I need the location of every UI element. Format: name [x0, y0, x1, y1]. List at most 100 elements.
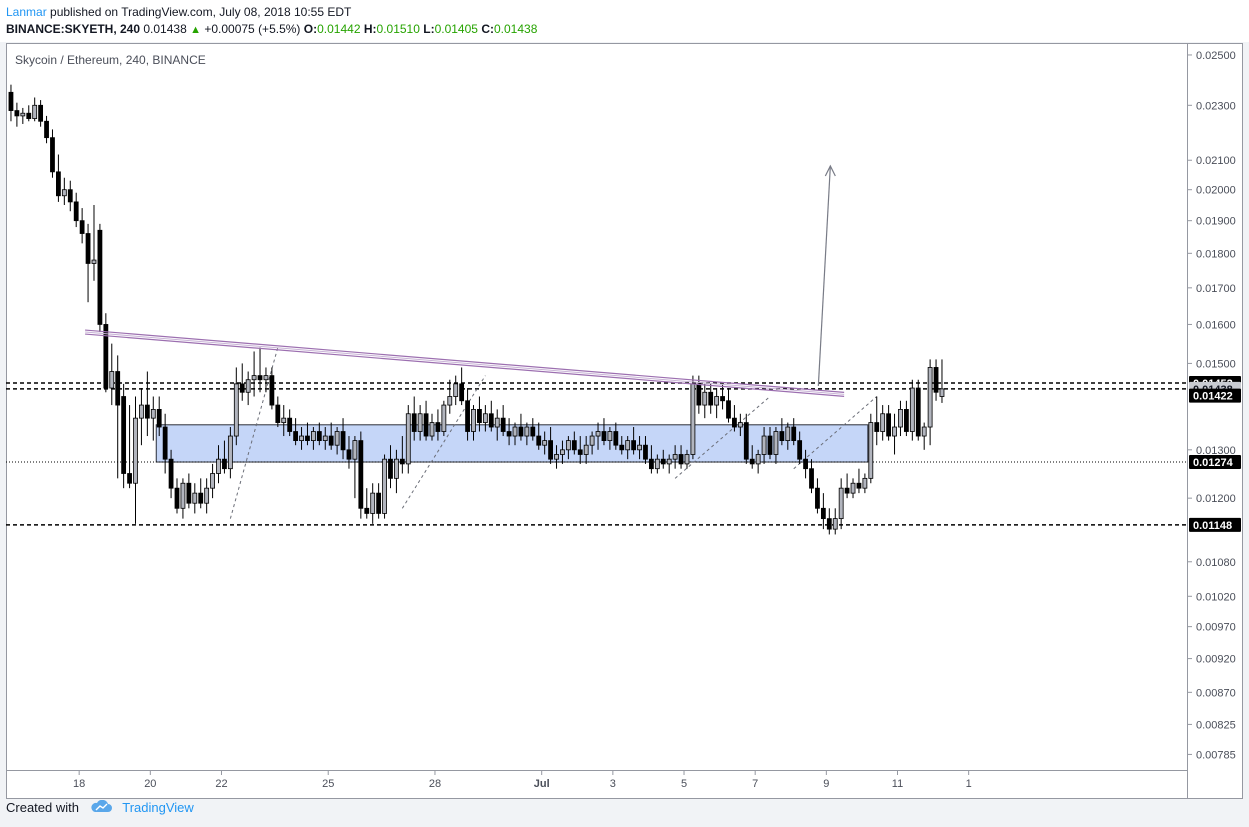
candle-body [405, 413, 411, 465]
candle [411, 396, 417, 441]
candle-body [293, 431, 299, 442]
candle-body [708, 391, 714, 406]
candle [886, 405, 892, 441]
x-tick-label: 1 [966, 778, 972, 790]
candle [577, 436, 583, 464]
candle-body [785, 426, 791, 442]
candle [619, 436, 625, 455]
candle [915, 379, 921, 441]
price-chart[interactable]: Skycoin / Ethereum, 240, BINANCE 0.02500 0… [6, 43, 1243, 799]
candle-body [684, 454, 690, 465]
candle-body [222, 458, 227, 470]
candle-body [399, 458, 405, 465]
candle-body [417, 413, 423, 432]
candle-body [583, 444, 589, 455]
candle-body [506, 431, 512, 437]
candle [299, 427, 304, 450]
price-tag-label: 0.01422 [1193, 391, 1233, 403]
tradingview-link[interactable]: TradingView [122, 800, 194, 815]
candle [133, 396, 138, 524]
candle-body [97, 229, 103, 325]
candle [560, 440, 565, 464]
candle-body [672, 454, 678, 460]
candle-body [548, 440, 553, 460]
candle [50, 129, 55, 178]
candle [820, 493, 826, 530]
chart-panel[interactable]: Skycoin / Ethereum, 240, BINANCE 0.02500 0… [6, 43, 1243, 799]
candle [168, 449, 174, 499]
x-tick-label: 18 [73, 778, 85, 790]
candle-body [310, 431, 316, 442]
candle-body [898, 409, 903, 428]
candle [500, 405, 506, 437]
candle [162, 413, 168, 474]
x-tick-label: Jul [534, 778, 550, 790]
candle-body [103, 324, 109, 389]
candle [233, 367, 239, 446]
candle-body [761, 435, 767, 455]
candle [773, 427, 779, 464]
author-link[interactable]: Lanmar [6, 5, 47, 19]
candle-body [109, 371, 115, 389]
candle [91, 204, 97, 281]
candle [506, 418, 512, 446]
y-tick-label: 0.02100 [1196, 155, 1236, 167]
candle [352, 436, 358, 499]
candle-body [542, 440, 548, 446]
candle [26, 105, 32, 122]
candle-body [257, 375, 263, 381]
candle [583, 436, 589, 464]
target-arrow-shaft [817, 165, 831, 387]
candle [660, 449, 666, 469]
candle-body [524, 426, 530, 437]
x-tick-label: 9 [823, 778, 829, 790]
x-tick-label: 5 [681, 778, 687, 790]
candle [749, 445, 755, 469]
candle [305, 422, 310, 446]
candle-body [779, 431, 785, 442]
candle [459, 367, 465, 406]
y-tick-label: 0.00920 [1196, 654, 1236, 666]
candle [67, 180, 73, 212]
candle [530, 418, 536, 441]
candle [322, 427, 328, 450]
candle [79, 208, 85, 244]
candle [204, 478, 210, 514]
candle [637, 436, 642, 460]
candle-body [690, 383, 696, 455]
last-price: 0.01438 [143, 22, 187, 36]
candle-body [494, 417, 500, 428]
candle [607, 427, 613, 450]
candle-body [423, 413, 429, 437]
candle-body [20, 112, 26, 117]
candle [465, 388, 470, 441]
candle-body [696, 383, 702, 406]
candle-body [477, 409, 482, 423]
candle-body [192, 492, 198, 504]
candle [97, 223, 103, 333]
candle-body [755, 454, 761, 465]
candle [32, 97, 38, 122]
candle-body [809, 468, 814, 489]
candle-body [91, 259, 97, 264]
candle [862, 473, 868, 494]
candle-body [909, 387, 915, 432]
y-tick-label: 0.01700 [1196, 283, 1236, 295]
candle-body [643, 444, 648, 460]
candle-body [352, 440, 358, 460]
candle [435, 409, 441, 441]
candle-body [281, 417, 287, 423]
candle [726, 388, 731, 423]
candle-body [32, 104, 38, 119]
candle-body [797, 440, 803, 460]
candle-body [115, 371, 121, 406]
candle-body [773, 431, 779, 455]
trendline-lower [85, 333, 845, 397]
candle [921, 422, 927, 450]
candle [803, 449, 808, 479]
candle [85, 223, 91, 303]
y-tick-label: 0.02500 [1196, 50, 1236, 62]
candle-body [749, 458, 755, 465]
y-tick-label: 0.01500 [1196, 358, 1236, 370]
candle-body [376, 492, 382, 514]
